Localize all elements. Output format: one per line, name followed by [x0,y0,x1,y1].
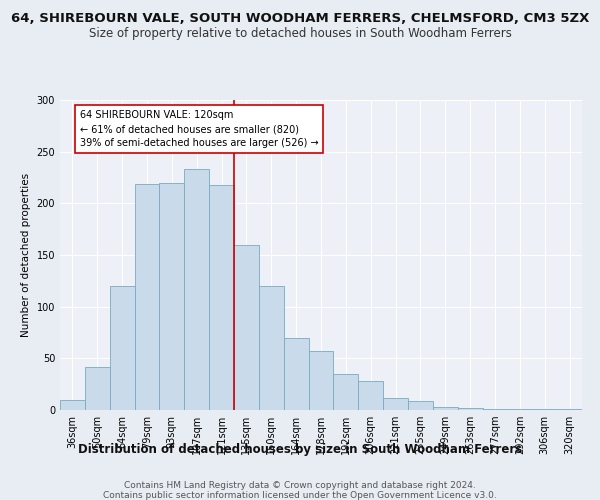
Text: Contains HM Land Registry data © Crown copyright and database right 2024.: Contains HM Land Registry data © Crown c… [124,481,476,490]
Bar [308,351,334,410]
Text: Contains public sector information licensed under the Open Government Licence v3: Contains public sector information licen… [103,491,497,500]
Bar [557,409,582,410]
Bar [184,169,209,410]
Bar [433,407,458,410]
Y-axis label: Number of detached properties: Number of detached properties [21,173,31,337]
Bar [458,408,482,410]
Bar [508,409,532,410]
Text: Distribution of detached houses by size in South Woodham Ferrers: Distribution of detached houses by size … [78,442,522,456]
Bar [532,409,557,410]
Bar [85,366,110,410]
Text: 64 SHIREBOURN VALE: 120sqm
← 61% of detached houses are smaller (820)
39% of sem: 64 SHIREBOURN VALE: 120sqm ← 61% of deta… [80,110,319,148]
Bar [134,184,160,410]
Bar [234,244,259,410]
Text: 64, SHIREBOURN VALE, SOUTH WOODHAM FERRERS, CHELMSFORD, CM3 5ZX: 64, SHIREBOURN VALE, SOUTH WOODHAM FERRE… [11,12,589,26]
Bar [408,400,433,410]
Bar [259,286,284,410]
Bar [110,286,134,410]
Bar [383,398,408,410]
Bar [358,381,383,410]
Bar [482,409,508,410]
Bar [334,374,358,410]
Bar [60,400,85,410]
Bar [209,184,234,410]
Bar [284,338,308,410]
Bar [160,182,184,410]
Text: Size of property relative to detached houses in South Woodham Ferrers: Size of property relative to detached ho… [89,28,511,40]
